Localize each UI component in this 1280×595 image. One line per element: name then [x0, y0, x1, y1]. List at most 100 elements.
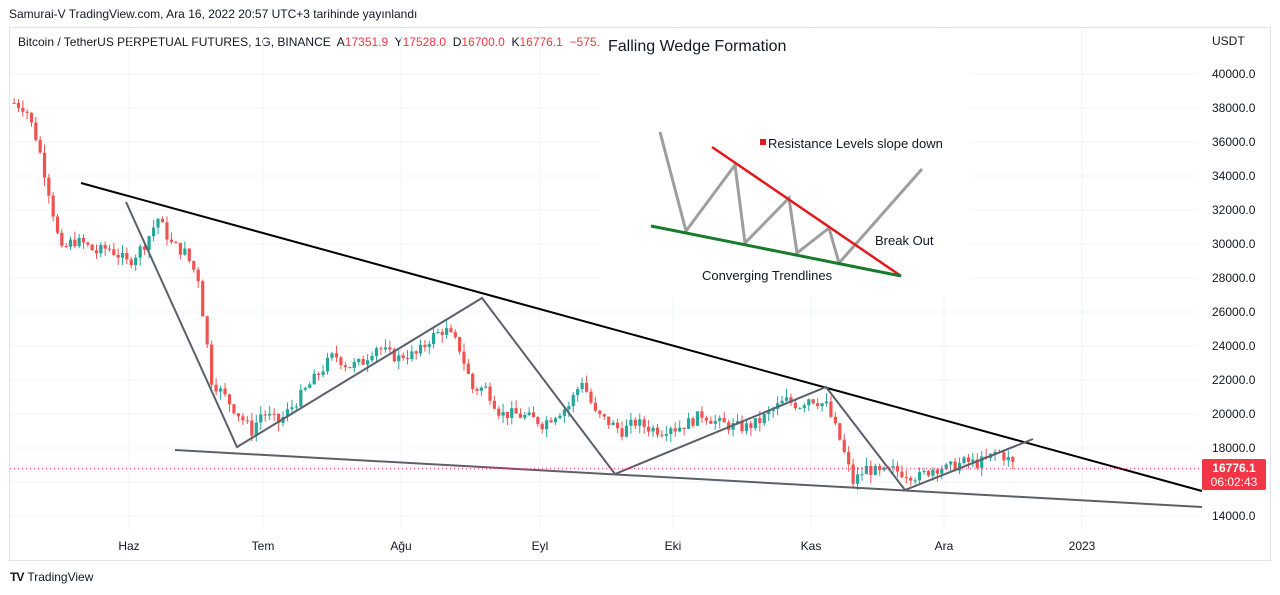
candle-body — [784, 397, 789, 401]
candle-body — [682, 427, 686, 429]
upper-trendline — [80, 182, 1203, 492]
candle-body — [918, 472, 922, 481]
candle-body — [103, 245, 107, 249]
support-line — [650, 224, 902, 278]
candle-body — [686, 418, 691, 429]
candle-body — [294, 406, 298, 408]
candle-body — [935, 469, 939, 474]
candle-body — [607, 416, 611, 426]
candle-body — [214, 384, 218, 392]
candle-body — [388, 347, 392, 350]
resistance-marker-icon — [760, 139, 766, 145]
candle-body — [598, 410, 602, 415]
candle-body — [816, 403, 820, 407]
candle-body — [308, 384, 312, 389]
candle-body — [488, 386, 492, 401]
symbol-label[interactable]: Bitcoin / TetherUS PERPETUAL FUTURES, 1G… — [18, 35, 331, 49]
candle-body — [276, 413, 281, 423]
candle-body — [268, 413, 272, 416]
candle-body — [980, 456, 984, 468]
candle-body — [673, 428, 677, 432]
candle-body — [183, 248, 187, 255]
price-tick-label: 14000.0 — [1212, 509, 1256, 523]
candle-body — [1002, 452, 1006, 461]
candle-body — [250, 420, 254, 436]
time-axis: Haz Tem Ağu Eyl Eki Kas Ara 2023 — [118, 539, 1095, 553]
tradingview-brand[interactable]: TV TradingView — [10, 570, 93, 584]
candle-body — [501, 411, 505, 416]
candle-body — [453, 332, 457, 338]
price-tick-label: 26000.0 — [1212, 305, 1256, 319]
candle-body — [68, 239, 73, 247]
candle-body — [767, 410, 771, 415]
candle-body — [993, 452, 997, 454]
candle-body — [873, 466, 877, 475]
time-tick-label: Tem — [252, 539, 275, 553]
candle-body — [129, 259, 133, 266]
candle-body — [518, 413, 523, 418]
time-tick-label: Eki — [665, 539, 682, 553]
candle-body — [55, 216, 60, 233]
candle-body — [789, 397, 793, 403]
price-tick-label: 20000.0 — [1212, 407, 1256, 421]
candle-body — [523, 414, 527, 418]
chart-frame — [9, 27, 1271, 561]
candle-body — [165, 222, 169, 240]
candle-body — [366, 360, 370, 365]
time-tick-label: Eyl — [532, 539, 549, 553]
candle-body — [718, 417, 722, 421]
wedge-zigzag — [125, 201, 1034, 492]
candle-body — [1006, 457, 1010, 461]
candle-body — [178, 242, 182, 255]
converging-label: Converging Trendlines — [702, 268, 833, 283]
candle-body — [514, 408, 518, 414]
trendlines — [80, 182, 1203, 508]
candle-body — [169, 239, 174, 243]
candle-body — [449, 328, 453, 333]
candle-body — [829, 401, 833, 417]
candle-body — [571, 394, 575, 406]
candle-body — [397, 355, 401, 362]
inset-falling-wedge: Falling Wedge Formation Resistance Level… — [600, 30, 970, 298]
candle-body — [205, 316, 209, 345]
candle-body — [134, 257, 138, 266]
candle-body — [236, 413, 241, 417]
candle-body — [334, 353, 339, 358]
candle-body — [370, 355, 374, 361]
candle-body — [971, 459, 975, 462]
candle-body — [878, 466, 882, 471]
candle-body — [660, 434, 664, 436]
candle-body — [107, 248, 112, 250]
candles — [12, 98, 1015, 490]
candle-body — [405, 357, 410, 360]
candle-body — [196, 269, 200, 282]
candle-body — [740, 421, 744, 432]
candle-body — [445, 328, 449, 335]
price-tag-background — [1202, 459, 1266, 490]
candle-body — [383, 347, 388, 350]
low-label: D — [452, 35, 462, 49]
candle-body — [81, 237, 86, 243]
candle-body — [77, 237, 81, 247]
candle-body — [187, 248, 191, 262]
candle-body — [321, 371, 325, 376]
candle-body — [602, 414, 606, 417]
candle-body — [73, 239, 77, 247]
candle-body — [86, 242, 90, 245]
candle-body — [25, 111, 29, 113]
candle-body — [34, 122, 38, 141]
candle-body — [285, 409, 290, 417]
candle-body — [820, 403, 824, 407]
candle-body — [303, 388, 307, 390]
candle-body — [957, 462, 962, 471]
open-label: A — [336, 35, 345, 49]
candle-body — [497, 408, 501, 416]
candle-body — [545, 420, 549, 430]
high-value: 17528.0 — [402, 35, 447, 49]
candle-body — [254, 422, 258, 436]
candle-body — [160, 218, 165, 223]
candle-body — [466, 363, 470, 374]
candle-body — [847, 452, 851, 465]
time-tick-label: Ara — [935, 539, 954, 553]
